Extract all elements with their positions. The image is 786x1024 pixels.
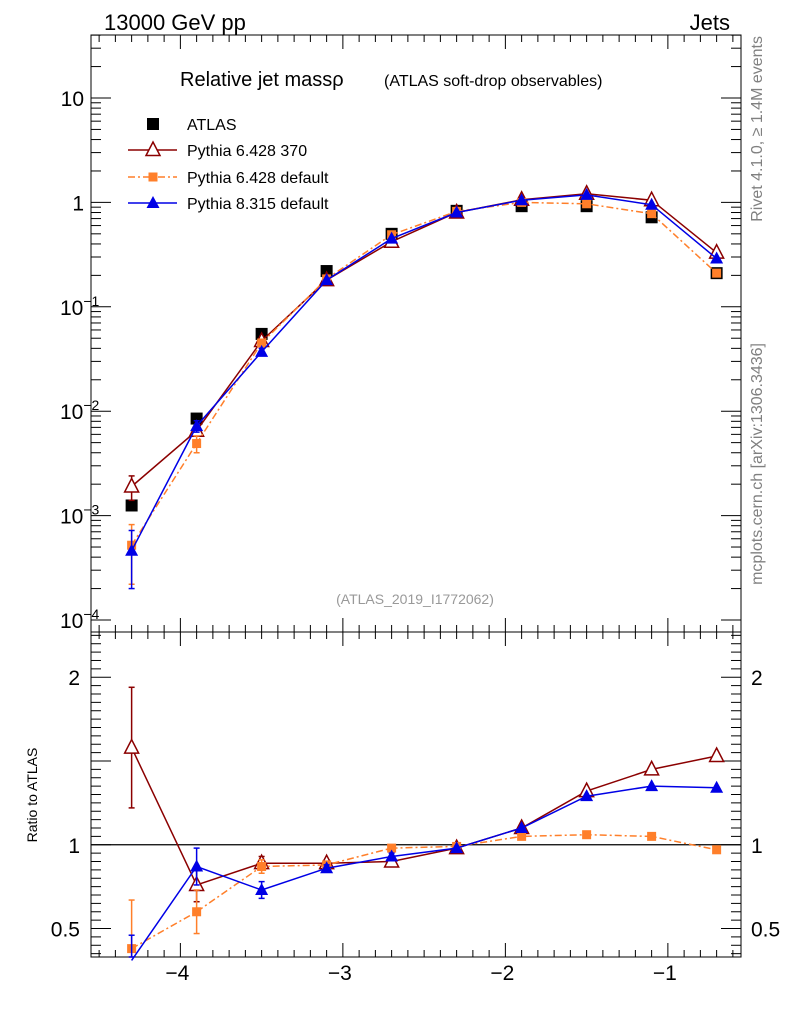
series-py6_370 <box>123 184 725 502</box>
x-tick-label: −4 <box>165 962 189 985</box>
main-y-tick-label: 10−2 <box>60 397 100 424</box>
ratio-y-tick-label-right: 1 <box>751 835 763 858</box>
data-point <box>192 907 202 917</box>
legend-marker <box>146 196 160 208</box>
data-point <box>712 845 722 855</box>
main-y-tick-label: 10−4 <box>60 606 100 633</box>
ratio-y-tick-labels: 2 2 1 1 0.5 0.5 <box>51 667 780 941</box>
main-panel: 10 1 10−1 10−2 10−3 10−4 Relative jet massρ (… <box>60 34 742 633</box>
side-label-top: Rivet 4.1.0, ≥ 1.4M events <box>749 36 766 222</box>
exponent: −3 <box>83 502 99 518</box>
ratio-panel: 2 2 1 1 0.5 0.5 Ratio to ATLAS <box>24 631 780 961</box>
exponent: −1 <box>83 293 99 309</box>
x-tick-label: −2 <box>490 962 514 985</box>
main-y-tick-label: 10 <box>61 88 84 111</box>
data-point <box>647 209 657 219</box>
main-y-tick-label: 10−1 <box>60 293 100 320</box>
header-right: Jets <box>690 10 730 35</box>
data-point <box>385 849 399 862</box>
data-point <box>125 499 138 512</box>
series-line <box>130 194 718 552</box>
chart-subtitle: (ATLAS soft-drop observables) <box>384 73 602 90</box>
ratio-y-tick-label: 1 <box>68 835 80 858</box>
data-point <box>710 251 724 264</box>
data-point <box>710 780 724 793</box>
data-point <box>645 779 659 792</box>
ratio-y-tick-label: 2 <box>68 667 80 690</box>
main-series <box>123 184 725 590</box>
data-point <box>515 821 529 834</box>
data-point <box>645 197 659 210</box>
series-py6_default <box>127 830 722 958</box>
data-point <box>192 439 202 449</box>
data-point <box>580 789 594 802</box>
series-py6_370 <box>123 686 725 903</box>
data-point <box>255 344 269 357</box>
x-tick-label: −3 <box>328 962 352 985</box>
ratio-y-axis-label: Ratio to ATLAS <box>24 748 40 843</box>
main-y-tick-label: 1 <box>72 192 84 215</box>
data-point <box>450 205 464 218</box>
data-point <box>123 476 140 493</box>
ratio-frame <box>90 631 742 958</box>
x-tick-label: −1 <box>653 962 677 985</box>
data-point <box>647 831 657 841</box>
data-point <box>123 737 140 754</box>
data-point <box>190 419 204 432</box>
data-point <box>190 859 204 872</box>
data-point <box>708 746 725 763</box>
legend-label: Pythia 6.428 370 <box>187 143 307 160</box>
main-y-tick-label: 10−3 <box>60 502 100 529</box>
data-point <box>320 861 334 874</box>
series-line <box>131 833 717 950</box>
legend-label: ATLAS <box>187 117 237 134</box>
main-y-tick-labels: 10 1 10−1 10−2 10−3 10−4 <box>60 88 100 633</box>
series-line <box>130 785 717 961</box>
data-point <box>257 338 267 348</box>
legend-marker <box>144 140 162 157</box>
data-point <box>582 199 592 209</box>
series-py6_default <box>127 197 722 586</box>
data-point <box>517 831 527 841</box>
legend-label: Pythia 6.428 default <box>187 170 329 187</box>
ratio-y-tick-label-right: 2 <box>751 667 763 690</box>
x-tick-labels: −4 −3 −2 −1 <box>165 962 676 985</box>
data-point <box>580 187 594 200</box>
series-line <box>130 747 717 886</box>
exponent: −2 <box>83 397 99 413</box>
data-point <box>643 759 660 776</box>
ratio-series <box>123 686 725 961</box>
series-line <box>130 201 718 546</box>
data-point <box>582 830 592 840</box>
data-point <box>387 843 397 853</box>
data-point <box>385 231 399 244</box>
legend: ATLAS Pythia 6.428 370 Pythia 6.428 defaul… <box>128 117 329 213</box>
data-point <box>255 882 269 895</box>
ratio-axis-ticks <box>91 632 741 957</box>
data-point <box>257 862 267 872</box>
data-point <box>712 268 722 278</box>
legend-label: Pythia 8.315 default <box>187 196 329 213</box>
exponent: −4 <box>83 606 99 622</box>
legend-marker <box>147 118 159 130</box>
data-point <box>515 193 529 206</box>
data-point <box>320 273 334 286</box>
analysis-watermark: (ATLAS_2019_I1772062) <box>336 591 494 607</box>
series-line <box>131 193 718 488</box>
chart-title: Relative jet massρ <box>180 69 344 91</box>
header-left: 13000 GeV pp <box>104 10 246 35</box>
series-atlas <box>125 200 723 512</box>
series-py8_default <box>125 187 724 590</box>
legend-marker <box>148 172 158 182</box>
side-label-bottom: mcplots.cern.ch [arXiv:1306.3436] <box>749 343 766 585</box>
data-point <box>125 543 139 556</box>
main-axis-ticks <box>91 34 741 632</box>
ratio-y-tick-label: 0.5 <box>51 919 80 942</box>
data-point <box>450 841 464 854</box>
series-py8_default <box>128 779 724 961</box>
ratio-y-tick-label-right: 0.5 <box>751 919 780 942</box>
